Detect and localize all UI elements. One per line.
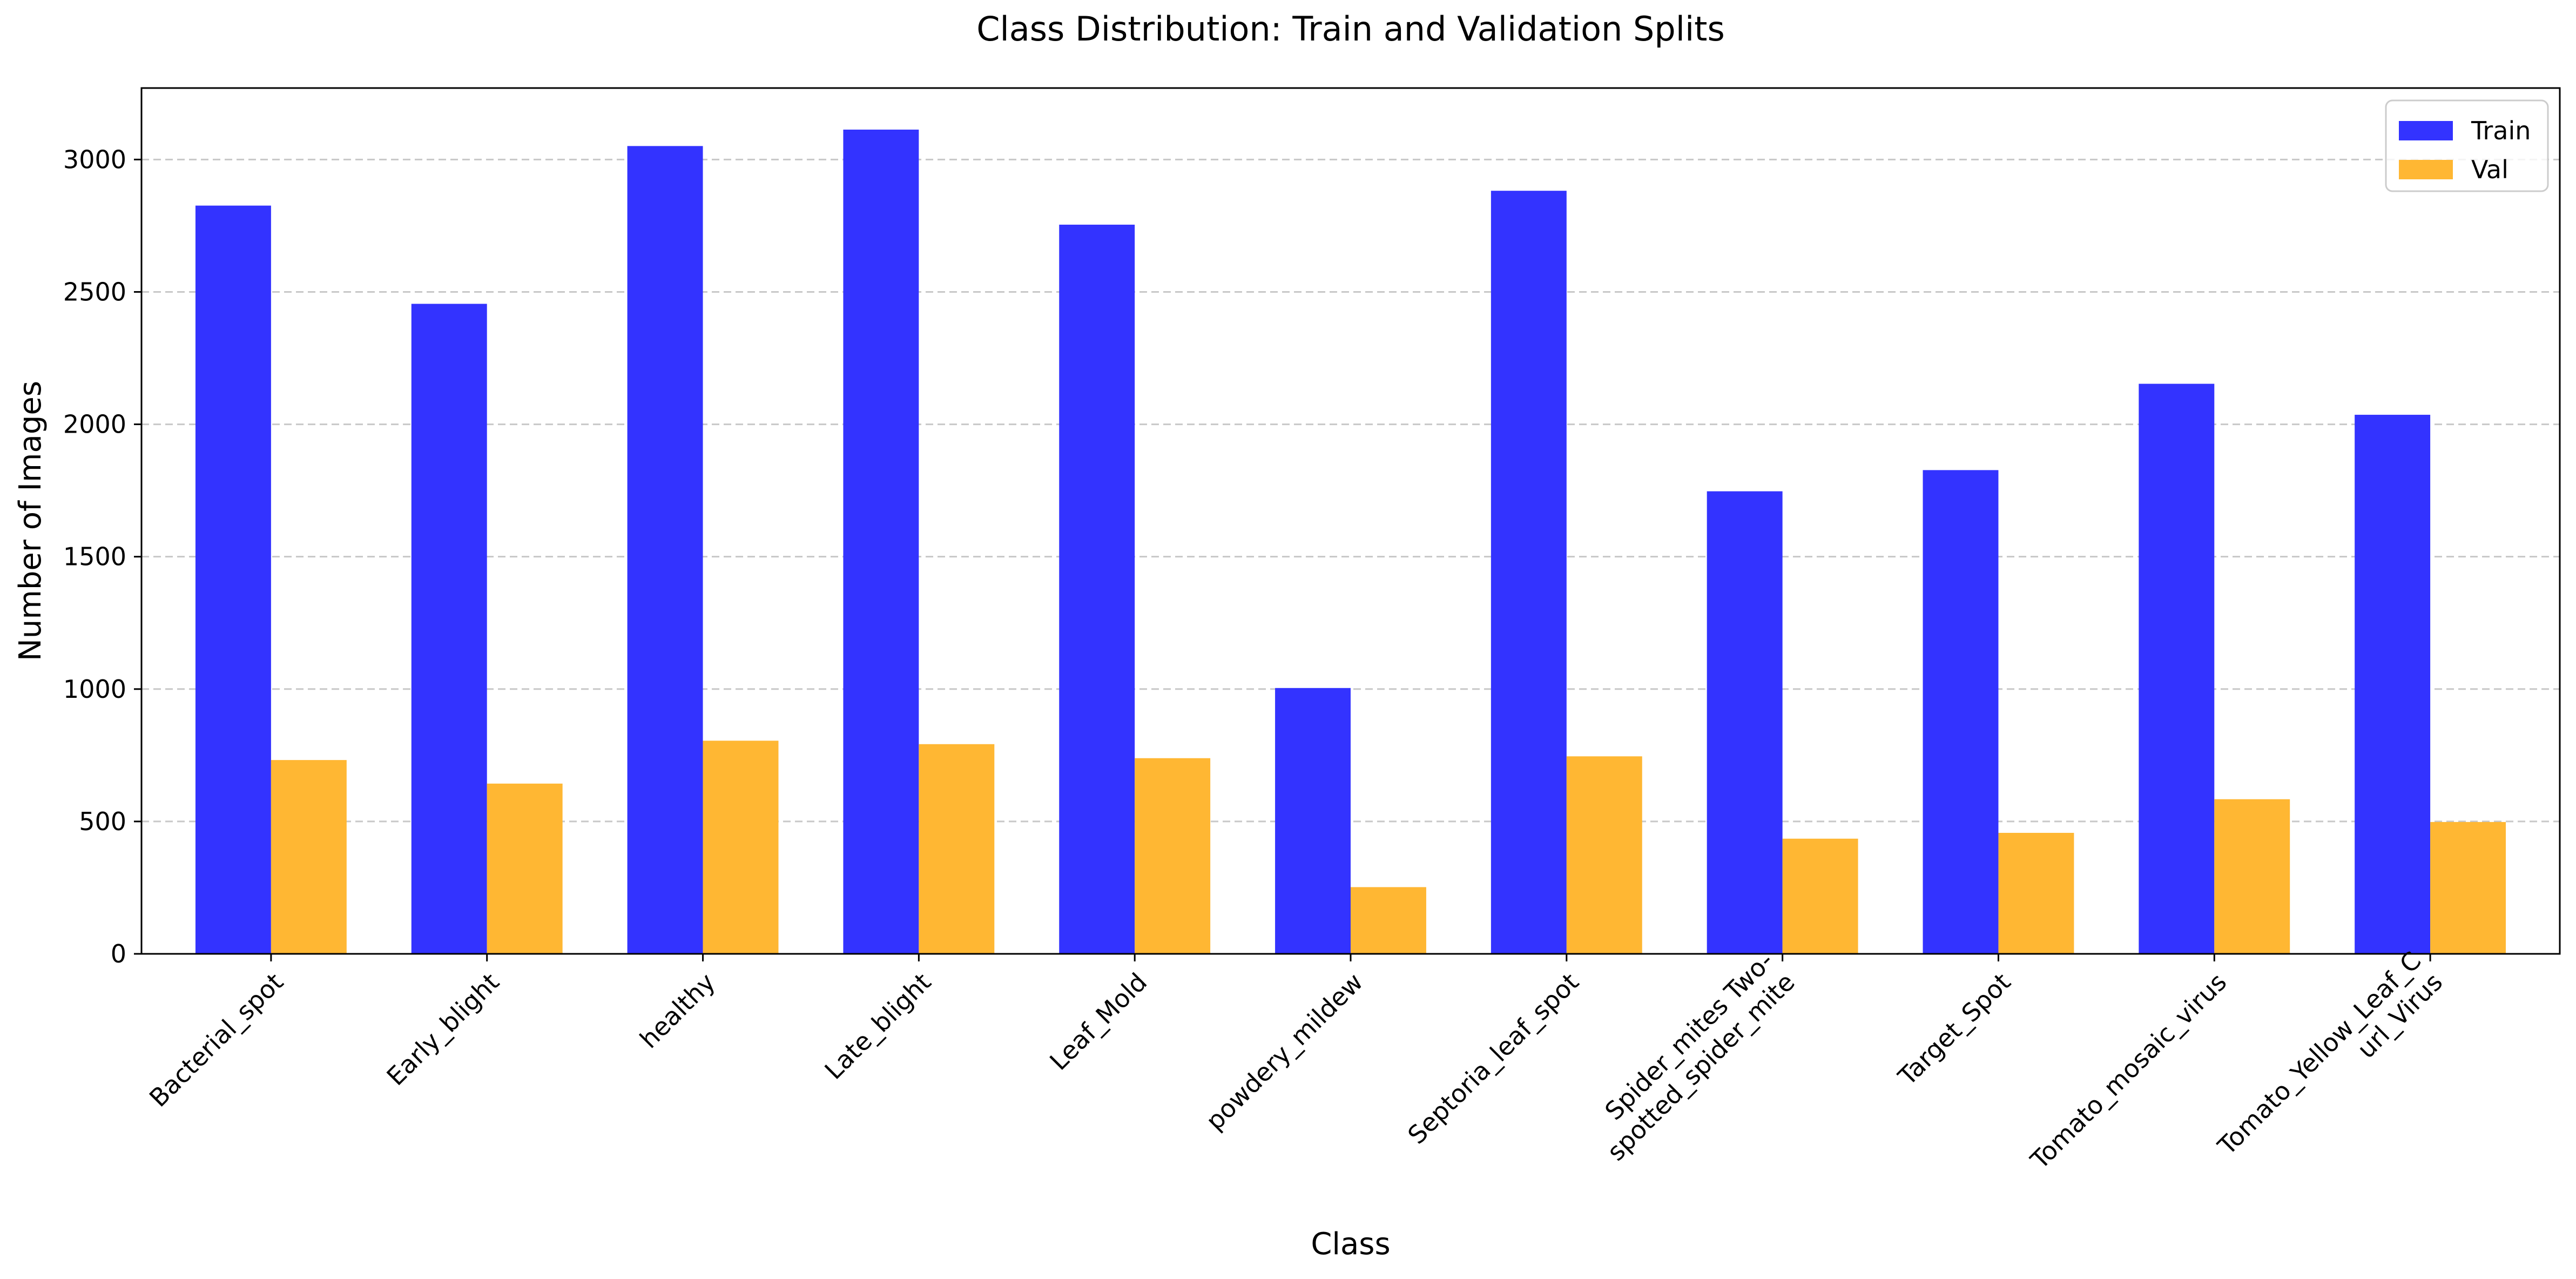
bars — [195, 129, 2506, 954]
bar-val-5 — [1351, 887, 1426, 954]
x-tick-label: Late_blight — [819, 967, 936, 1085]
bar-val-4 — [1135, 758, 1211, 954]
y-tick-label: 1000 — [63, 675, 126, 704]
y-axis-ticks: 0 500 1000 1500 2000 2500 3000 — [63, 145, 141, 968]
bar-train-1 — [411, 304, 487, 954]
bar-train-2 — [627, 146, 703, 954]
y-tick-label: 500 — [79, 807, 126, 836]
legend: Train Val — [2385, 99, 2549, 192]
bar-val-7 — [1782, 838, 1858, 954]
legend-label-train: Train — [2471, 116, 2531, 145]
chart-title: Class Distribution: Train and Validation… — [976, 9, 1725, 49]
bar-train-7 — [1707, 491, 1783, 954]
plot-frame — [140, 87, 2561, 955]
x-tick-label: Early_blight — [381, 967, 504, 1091]
x-tick-label: healthy — [634, 967, 720, 1054]
bar-train-0 — [195, 205, 271, 954]
bar-train-8 — [1923, 470, 1999, 954]
bar-val-6 — [1566, 756, 1642, 954]
x-tick-label: Septoria_leaf_spot — [1402, 967, 1584, 1150]
x-tick-label: Tomato_Yellow_Leaf_Curl_Virus — [2212, 946, 2449, 1182]
bar-train-3 — [843, 129, 919, 954]
bar-val-9 — [2214, 799, 2290, 954]
x-tick-label: Spider_mites Two-spotted_spider_mite — [1580, 946, 1800, 1166]
y-tick-label: 1500 — [63, 542, 126, 571]
legend-swatch-train — [2399, 121, 2453, 140]
y-tick-label: 3000 — [63, 145, 126, 174]
x-tick-label: Target_Spot — [1892, 967, 2017, 1092]
y-tick-label: 2500 — [63, 277, 126, 306]
bar-val-8 — [1998, 832, 2074, 954]
bar-train-9 — [2139, 383, 2215, 954]
x-tick-label: Tomato_mosaic_virus — [2025, 967, 2233, 1175]
bar-val-0 — [271, 760, 347, 954]
bar-train-6 — [1491, 191, 1567, 954]
y-tick-label: 0 — [111, 939, 126, 968]
x-tick-label: Leaf_Mold — [1044, 967, 1152, 1076]
bar-val-1 — [487, 783, 563, 954]
bar-val-2 — [703, 741, 779, 954]
x-tick-label: powdery_mildew — [1200, 967, 1368, 1136]
x-tick-label: Bacterial_spot — [144, 967, 289, 1113]
legend-swatch-val — [2399, 160, 2453, 179]
y-tick-label: 2000 — [63, 410, 126, 439]
x-axis-title: Class — [1311, 1227, 1390, 1262]
x-axis-ticks: Bacterial_spot Early_blight healthy Late_bl… — [144, 946, 2449, 1182]
bar-val-3 — [919, 744, 995, 954]
bar-val-10 — [2430, 822, 2506, 954]
bar-train-5 — [1275, 688, 1351, 954]
y-axis-title: Number of Images — [13, 381, 48, 661]
bar-train-4 — [1059, 224, 1135, 954]
bar-train-10 — [2355, 414, 2431, 954]
legend-label-val: Val — [2471, 155, 2508, 184]
